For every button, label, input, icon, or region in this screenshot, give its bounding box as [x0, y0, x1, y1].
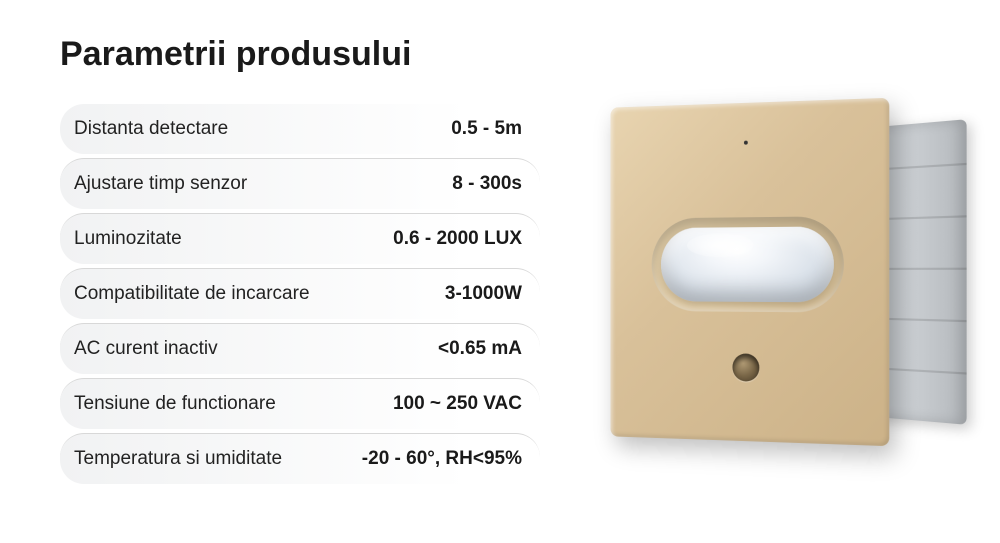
specs-panel: Parametrii produsului Distanta detectare…	[60, 30, 540, 513]
spec-value: <0.65 mA	[438, 338, 522, 360]
spec-table: Distanta detectare 0.5 - 5m Ajustare tim…	[60, 104, 540, 488]
status-led-icon	[744, 140, 748, 144]
table-row: Compatibilitate de incarcare 3-1000W	[60, 268, 540, 319]
spec-value: 0.5 - 5m	[451, 118, 522, 140]
pir-lens-icon	[661, 226, 834, 302]
spec-value: 0.6 - 2000 LUX	[393, 228, 522, 250]
spec-value: 3-1000W	[445, 283, 522, 305]
device-faceplate	[611, 97, 890, 445]
spec-label: Distanta detectare	[74, 118, 228, 140]
spec-value: 8 - 300s	[452, 173, 522, 195]
ambient-light-sensor-icon	[732, 353, 759, 381]
pir-sensor-window	[652, 216, 844, 312]
table-row: Tensiune de functionare 100 ~ 250 VAC	[60, 378, 540, 429]
table-row: Ajustare timp senzor 8 - 300s	[60, 158, 540, 209]
spec-label: Temperatura si umiditate	[74, 448, 282, 470]
table-row: Temperatura si umiditate -20 - 60°, RH<9…	[60, 433, 540, 484]
spec-label: Luminozitate	[74, 228, 182, 250]
spec-label: Ajustare timp senzor	[74, 173, 247, 195]
spec-value: 100 ~ 250 VAC	[393, 393, 522, 415]
table-row: Luminozitate 0.6 - 2000 LUX	[60, 213, 540, 264]
page-title: Parametrii produsului	[60, 35, 540, 74]
table-row: AC curent inactiv <0.65 mA	[60, 323, 540, 374]
device-render	[611, 95, 941, 447]
spec-value: -20 - 60°, RH<95%	[362, 448, 522, 470]
spec-label: AC curent inactiv	[74, 338, 218, 360]
product-image-panel	[540, 30, 960, 513]
table-row: Distanta detectare 0.5 - 5m	[60, 104, 540, 154]
spec-label: Compatibilitate de incarcare	[74, 283, 310, 305]
page-container: Parametrii produsului Distanta detectare…	[0, 0, 1000, 543]
spec-label: Tensiune de functionare	[74, 393, 276, 415]
